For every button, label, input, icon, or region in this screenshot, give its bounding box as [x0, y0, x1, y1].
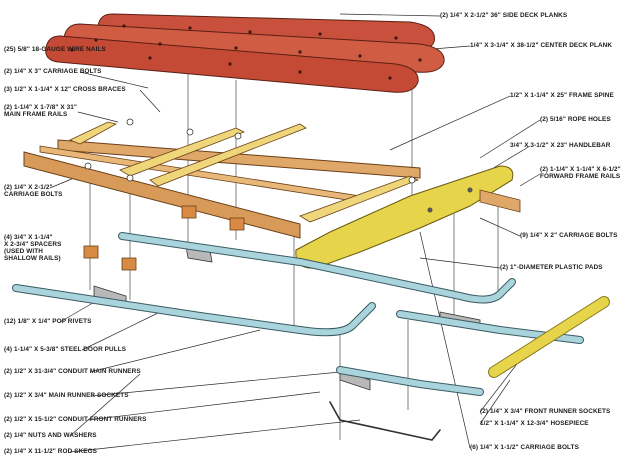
label-main-frame-rails: (2) 1-1/4" X 1-7/8" X 31" MAIN FRAME RAI… [4, 104, 78, 118]
cross-brace-2 [119, 127, 245, 177]
main-frame-rail-front [23, 151, 301, 239]
label-cross-braces: (3) 1/2" X 1-1/4" X 12" CROSS BRACES [4, 86, 126, 93]
label-nuts-washers: (2) 1/4" NUTS AND WASHERS [4, 432, 97, 439]
label-carriage-bolts-3: (2) 1/4" X 3" CARRIAGE BOLTS [4, 68, 102, 75]
label-conduit-main-runners: (2) 1/2" X 31-3/4" CONDUIT MAIN RUNNERS [4, 368, 141, 375]
label-handlebar: 3/4" X 3-1/2" X 23" HANDLEBAR [510, 142, 611, 149]
main-frame [23, 118, 421, 239]
spacer-block-4 [121, 257, 137, 271]
side-deck-plank-front [45, 35, 419, 93]
main-frame-rail-back [57, 139, 421, 179]
spacer-block-3 [83, 245, 99, 259]
label-hosepiece: 1/2" X 1-1/4" X 12-3/4" HOSEPIECE [480, 420, 589, 427]
label-forward-frame-rails: (2) 1-1/4" X 1-1/4" X 6-1/2" FORWARD FRA… [540, 166, 621, 180]
label-rope-holes: (2) 5/16" ROPE HOLES [540, 116, 611, 123]
cross-brace-3 [299, 175, 419, 223]
label-carriage-bolts-2: (9) 1/4" X 2" CARRIAGE BOLTS [520, 232, 618, 239]
spacer-block-1 [181, 205, 197, 219]
label-carriage-bolts-2-5: (2) 1/4" X 2-1/2" CARRIAGE BOLTS [4, 184, 63, 198]
label-rod-skegs: (2) 1/4" X 11-1/2" ROD SKEGS [4, 448, 98, 455]
label-front-runner-sockets: (2) 1/4" X 3/4" FRONT RUNNER SOCKETS [480, 408, 611, 415]
leader-lines [49, 13, 541, 453]
label-conduit-front-runners: (2) 1/2" X 15-1/2" CONDUIT FRONT RUNNERS [4, 416, 147, 423]
spacer-block-2 [229, 217, 245, 231]
cross-brace-1 [69, 121, 118, 145]
label-center-deck-plank: 1/4" X 3-1/4" X 38-1/2" CENTER DECK PLAN… [470, 42, 613, 49]
rod-skeg [329, 401, 441, 441]
label-frame-spine: 1/2" X 1-1/4" X 25" FRAME SPINE [510, 92, 614, 99]
deck-planks [45, 13, 445, 93]
conduit-runners [12, 232, 610, 441]
forward-frame-rail [479, 189, 521, 213]
spacer-blocks [83, 205, 245, 271]
label-carriage-bolts-1-5: (6) 1/4" X 1-1/2" CARRIAGE BOLTS [470, 444, 579, 451]
label-wire-nails: (25) 5/8" 18-GAUGE WIRE NAILS [4, 46, 106, 53]
label-plastic-pads: (2) 1"-DIAMETER PLASTIC PADS [500, 264, 603, 271]
label-main-runner-sockets: (2) 1/2" X 3/4" MAIN RUNNER SOCKETS [4, 392, 129, 399]
label-door-pulls: (4) 1-1/4" X 5-3/8" STEEL DOOR PULLS [4, 346, 127, 353]
label-pop-rivets: (12) 1/8" X 1/4" POP RIVETS [4, 318, 92, 325]
label-spacers: (4) 3/4" X 1-1/4" X 2-3/4" SPACERS (USED… [4, 234, 62, 262]
cross-brace-4 [149, 123, 307, 187]
label-side-deck-planks: (2) 1/4" X 2-1/2" 36" SIDE DECK PLANKS [440, 12, 568, 19]
